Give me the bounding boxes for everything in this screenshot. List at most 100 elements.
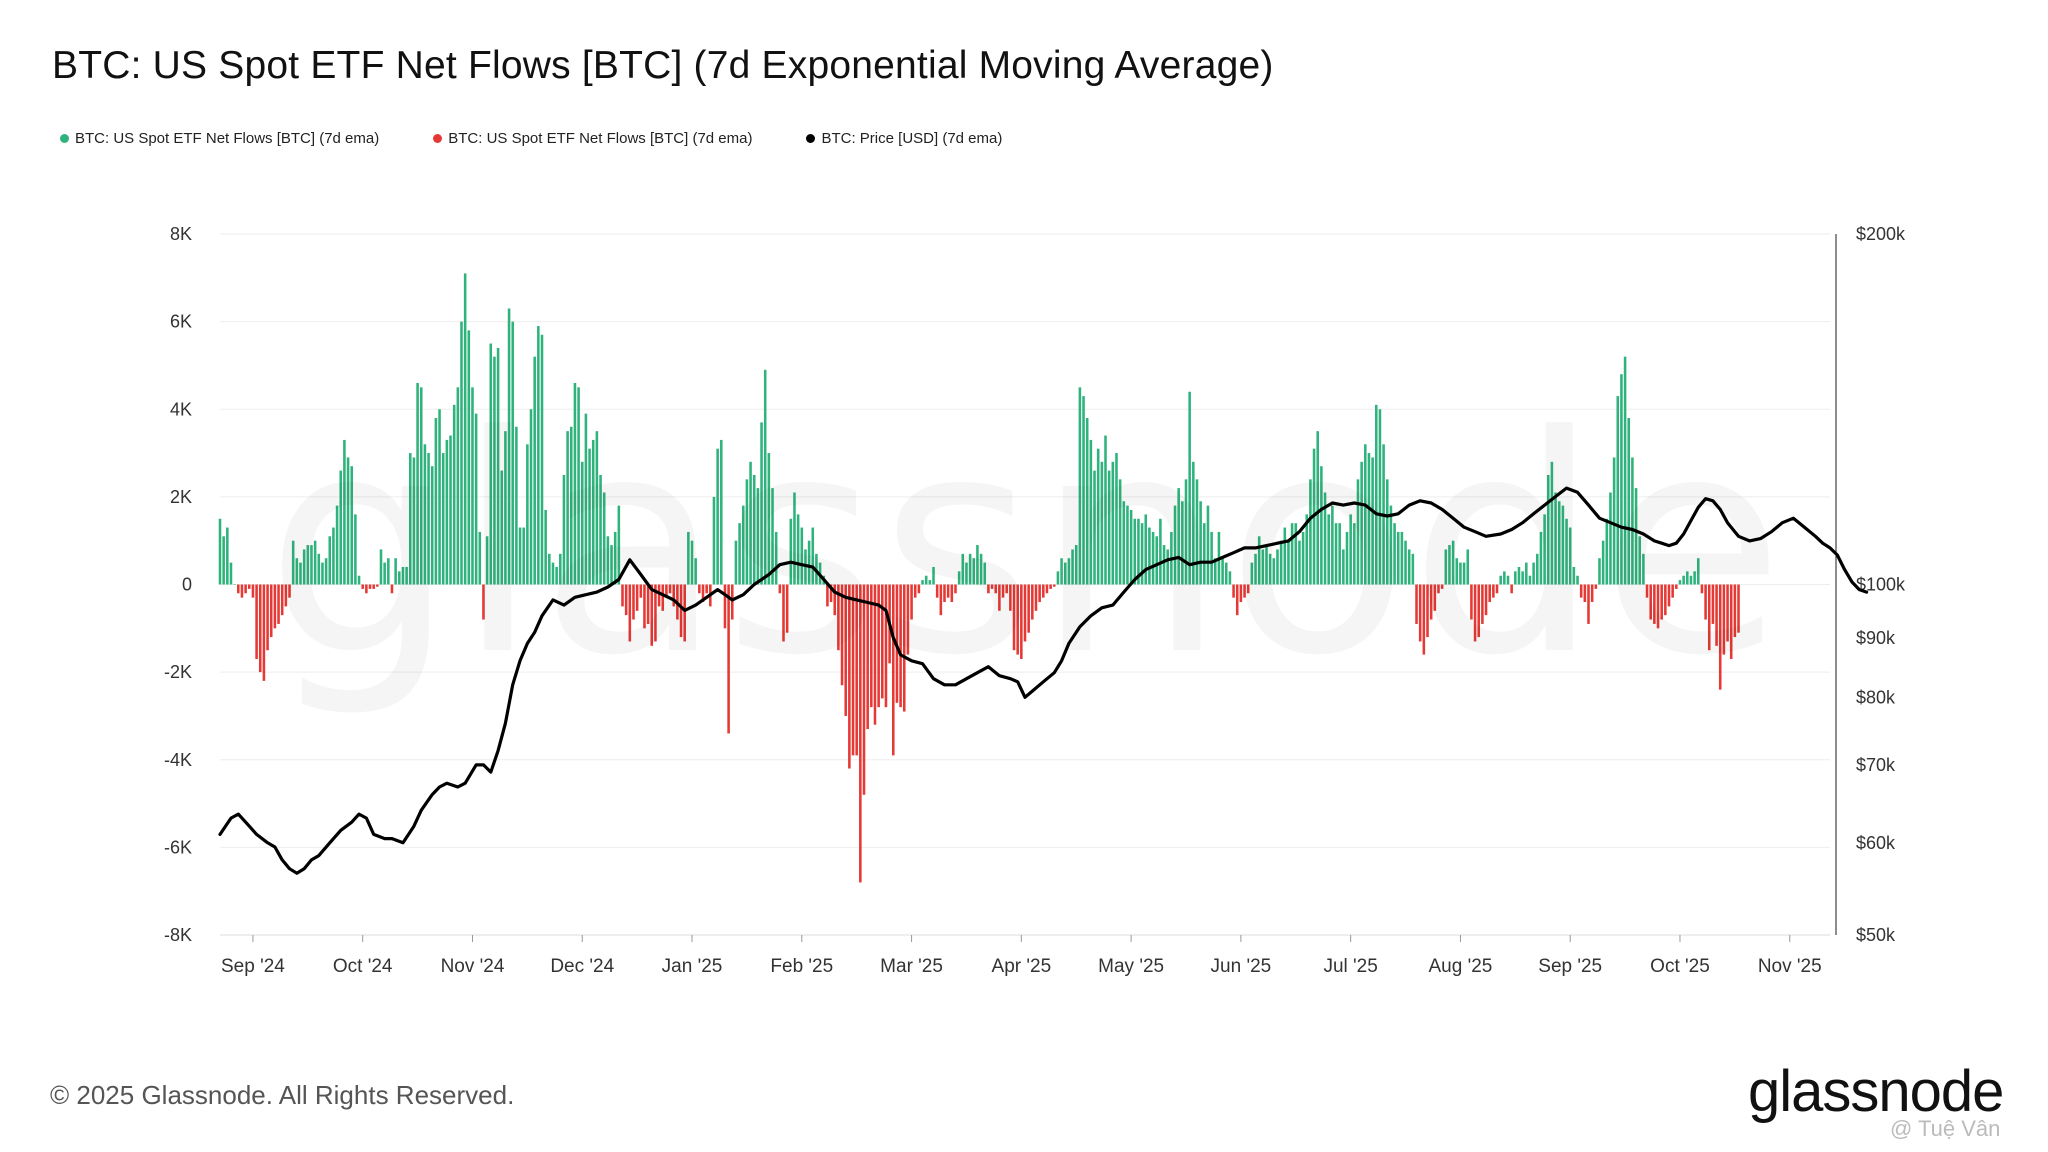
flow-bar [624,584,628,616]
flow-bar [906,584,910,655]
flow-bar [313,540,317,585]
flow-bar [650,584,654,646]
flow-bar [1642,553,1645,585]
flow-bar [1477,584,1481,638]
flow-bar [251,584,255,598]
flow-bar [723,584,727,629]
watermark-text: glassnode [266,372,1785,721]
flow-bar [346,457,350,585]
flow-bar [1148,527,1151,585]
flow-bar [932,566,935,585]
flow-bar [1448,545,1451,585]
flow-bar [1649,584,1652,620]
flow-bar [1265,545,1268,585]
flow-bar [1283,527,1287,585]
flow-bar [357,575,361,585]
flow-bar [1451,540,1455,585]
brand-logo: glassnode [1748,1059,2004,1124]
flow-bar [705,584,708,594]
flow-bar [533,356,536,585]
flow-bar [1415,584,1418,624]
flow-bar [390,584,394,594]
flow-bar [1576,575,1579,585]
flow-bar [354,514,357,585]
flow-bar [1129,510,1133,585]
flow-bar [1298,540,1301,585]
flow-bar [376,584,379,587]
flow-bar [946,584,950,598]
flow-bar [738,523,741,585]
flow-bar [917,584,921,594]
flow-bar [1323,492,1327,585]
flow-bar [273,584,277,629]
flow-bar [1418,584,1422,642]
flow-bar [1609,492,1612,585]
flow-bar [741,505,745,585]
flow-bar [280,584,284,616]
y-left-tick-label: 4K [170,399,192,419]
flow-bar [1166,549,1169,585]
flow-bar [365,584,368,594]
price-series [218,486,1869,875]
flow-bar [774,531,778,585]
flow-bar [617,505,621,585]
flow-bar [1221,558,1224,585]
flow-bar [478,531,482,585]
chart-plot: 8K 6K 4K 2K 0 -2K -4K -6K -8K $200k $100k $90k $80k $… [164,224,1906,977]
flow-bar [1254,553,1257,585]
flow-bar [1356,479,1360,585]
flow-bar [1514,571,1517,585]
flow-bar [515,426,518,585]
flow-bar [1334,523,1338,585]
flow-bar [1462,562,1466,585]
flow-bar [1279,540,1283,585]
flow-bar [961,553,965,585]
flow-bar [968,553,972,585]
flow-bar [237,584,240,594]
flow-bar [870,584,873,708]
flow-bar [807,540,811,585]
flow-bar [551,562,555,585]
flow-bar [1561,505,1565,585]
flow-bar [1407,549,1411,585]
flow-bar [1689,575,1693,585]
flow-bar [1276,549,1279,585]
flow-bar [1707,584,1711,651]
flow-bar [694,558,697,585]
flow-bar [1517,566,1521,585]
legend-item-positive-flows[interactable]: BTC: US Spot ETF Net Flows [BTC] (7d ema… [60,130,379,147]
watermark: glassnode [266,372,1785,721]
flow-bar [1063,562,1067,585]
flow-bar [1437,584,1440,594]
flow-bar [1693,571,1696,585]
flow-bar [1177,488,1180,585]
flow-bar [1605,518,1609,585]
flow-bar [954,584,957,594]
flow-bar [1338,523,1341,585]
x-tick-label: Jan '25 [662,956,723,977]
flow-bar [1634,488,1638,585]
flow-bar [1385,479,1389,585]
flow-bar [1572,566,1576,585]
flow-bar [833,584,837,616]
flow-bar [306,545,310,585]
flow-bar [580,461,584,585]
flow-bar [924,575,928,585]
flow-bar [518,527,522,585]
flow-bar [1012,584,1016,651]
legend-item-negative-flows[interactable]: BTC: US Spot ETF Net Flows [BTC] (7d ema… [433,130,752,147]
legend-item-price[interactable]: BTC: Price [USD] (7d ema) [806,130,1002,147]
y-right-tick-label: $60k [1856,833,1896,853]
x-tick-label: Dec '24 [550,956,614,977]
flow-bar [1224,562,1228,585]
flow-bar [1455,558,1459,585]
flow-bar [1590,584,1594,603]
flow-bar [562,474,566,585]
flow-bar [427,453,430,585]
flow-bar [1539,531,1543,585]
flow-bar [511,321,515,585]
y-left-tick-label: 2K [170,487,192,507]
flow-bar [837,584,840,651]
flow-bar [1199,501,1202,585]
flow-bar [606,536,610,585]
